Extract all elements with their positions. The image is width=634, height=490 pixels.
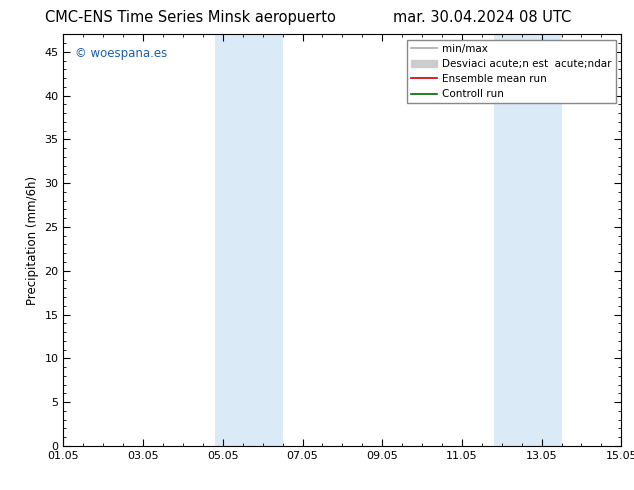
Bar <box>494 34 562 446</box>
Bar <box>215 34 283 446</box>
Y-axis label: Precipitation (mm/6h): Precipitation (mm/6h) <box>26 175 39 305</box>
Text: mar. 30.04.2024 08 UTC: mar. 30.04.2024 08 UTC <box>392 10 571 25</box>
Text: CMC-ENS Time Series Minsk aeropuerto: CMC-ENS Time Series Minsk aeropuerto <box>45 10 335 25</box>
Text: © woespana.es: © woespana.es <box>75 47 167 60</box>
Legend: min/max, Desviaci acute;n est  acute;ndar, Ensemble mean run, Controll run: min/max, Desviaci acute;n est acute;ndar… <box>407 40 616 103</box>
